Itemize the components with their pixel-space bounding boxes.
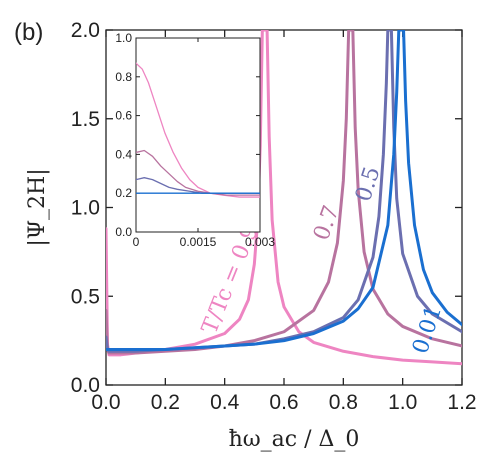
main-y-tick-label: 1.5 <box>71 108 100 131</box>
inset-x-tick-label: 0.003 <box>245 235 275 249</box>
main-x-tick-label: 0.4 <box>210 391 240 414</box>
main-y-tick-label: 1.0 <box>71 197 100 220</box>
main-x-tick-label: 0.2 <box>151 391 180 414</box>
main-y-tick-label: 2.0 <box>71 19 100 42</box>
main-x-tick-label: 0.8 <box>329 391 358 414</box>
inset-y-tick-label: 0.4 <box>115 147 132 161</box>
inset-y-tick-label: 0.2 <box>115 186 132 200</box>
main-x-tick-label: 1.2 <box>447 391 476 414</box>
main-x-tick-label: 1.0 <box>388 391 417 414</box>
inset-x-tick-label: 0.0015 <box>180 235 217 249</box>
x-axis-label: ħω_ac / Δ_0 <box>229 427 360 452</box>
inset-background <box>136 38 260 232</box>
main-plot: 0.0 0.2 0.4 0.6 0.8 1.0 1.2 0.0 0.5 1.0 1.5 2.0 ħω_a… <box>25 19 477 452</box>
inset-y-tick-label: 0.0 <box>115 225 132 239</box>
inset-x-tick-label: 0 <box>133 235 140 249</box>
inset-y-tick-label: 0.6 <box>115 109 132 123</box>
main-series-t07 <box>106 30 462 355</box>
main-x-tick-label: 0.0 <box>91 391 120 414</box>
main-x-tick-label: 0.6 <box>269 391 298 414</box>
main-series-t001 <box>106 30 462 351</box>
panel-label: (b) <box>14 19 43 46</box>
inset-y-tick-label: 0.8 <box>115 70 132 84</box>
curve-label-t001: 0.01 <box>408 303 447 357</box>
main-y-tick-label: 0.0 <box>71 374 100 397</box>
inset-y-tick-label: 1.0 <box>115 31 132 45</box>
main-y-tick-label: 0.5 <box>71 285 100 308</box>
y-axis-label: |Ψ_2H| <box>25 168 50 246</box>
inset-plot: 0 0.0015 0.003 0.0 0.2 0.4 0.6 0.8 1.0 <box>115 31 275 249</box>
